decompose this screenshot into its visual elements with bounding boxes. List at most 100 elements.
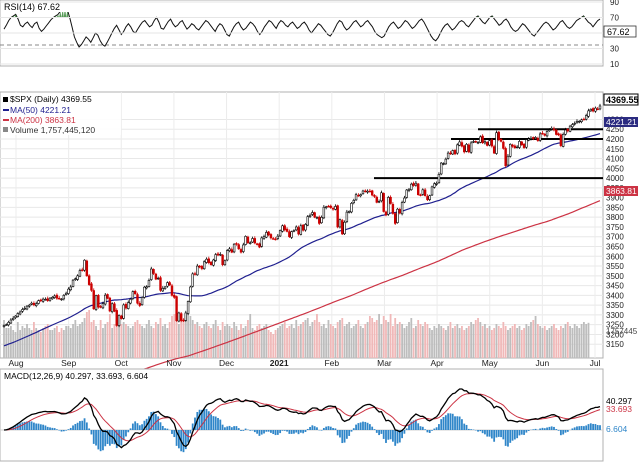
candle-body: [354, 194, 358, 201]
macd-hist-bar: [484, 430, 486, 435]
rsi-tick-label: 30: [610, 45, 619, 54]
volume-bar: [297, 326, 300, 358]
candle-body: [488, 140, 491, 146]
volume-bar: [302, 322, 305, 358]
macd-hist-bar: [297, 430, 300, 435]
rsi-levels: 9070503010: [0, 0, 619, 69]
candle-body: [373, 195, 376, 197]
volume-bar: [539, 326, 542, 358]
macd-hist-bar: [500, 430, 502, 438]
volume-bar: [3, 320, 5, 358]
candle-body: [131, 291, 135, 299]
candle-body: [184, 312, 187, 321]
volume-bar: [449, 322, 452, 358]
candle-body: [193, 273, 197, 275]
volume-bar: [587, 322, 590, 358]
candle-body: [423, 189, 427, 196]
candle-body: [147, 280, 151, 287]
price-panel: $SPX (Daily) 4369.55 MA(50) 4221.21 MA(2…: [0, 91, 639, 417]
candle-body: [440, 162, 443, 175]
volume-bar: [226, 324, 229, 358]
macd-hist-bar: [256, 430, 259, 434]
macd-hist-bar: [83, 418, 86, 430]
macd-hist-bar: [161, 425, 164, 430]
volume-bar: [486, 328, 489, 358]
macd-hist-bar: [463, 423, 466, 430]
time-label: Nov: [166, 358, 182, 368]
candle-body: [377, 201, 381, 203]
macd-hist-bar: [504, 430, 507, 446]
volume-bar: [46, 324, 49, 358]
macd-hist-bar: [265, 430, 268, 432]
candle-body: [81, 269, 84, 271]
candle-body: [152, 269, 155, 274]
candle-body: [74, 278, 77, 280]
macd-hist-bar: [461, 419, 463, 430]
macd-hist-bar: [424, 429, 427, 430]
volume-bar: [410, 318, 413, 358]
candle-body: [561, 134, 565, 147]
macd-hist-bar: [525, 430, 528, 433]
time-label: Jun: [536, 358, 550, 368]
candle-body: [175, 296, 178, 322]
time-label: Feb: [324, 358, 339, 368]
candle-body: [532, 137, 535, 139]
volume-bar: [569, 326, 571, 358]
candle-body: [288, 231, 291, 238]
candle-body: [580, 119, 583, 122]
macd-hist-bar: [191, 423, 194, 430]
volume-bar: [536, 324, 539, 358]
candle-body: [94, 295, 98, 310]
volume-bar: [260, 328, 263, 358]
ma200-value-box: [604, 186, 638, 196]
macd-hist-bar: [456, 416, 459, 430]
volume-bar: [313, 320, 316, 358]
volume-bar: [578, 328, 581, 358]
macd-hist-bar: [599, 425, 601, 430]
macd-hist-bar: [479, 430, 482, 432]
candle-body: [306, 216, 309, 226]
candle-body: [110, 303, 114, 313]
macd-hist-bar: [76, 422, 79, 430]
volume-bar: [465, 328, 468, 358]
candle-body: [78, 270, 82, 277]
candle-body: [39, 299, 43, 302]
candle-body: [140, 297, 144, 306]
price-tick-label: 3400: [606, 291, 624, 300]
macd-hist-bar: [198, 409, 201, 430]
candle-body: [327, 205, 330, 208]
time-label: Jul: [590, 358, 601, 368]
macd-hist-bar: [327, 426, 330, 430]
volume-bar: [263, 326, 265, 358]
volume-bar: [525, 324, 528, 358]
volume-bar: [198, 326, 201, 358]
candle-body: [115, 310, 118, 326]
candle-body: [414, 182, 418, 186]
candle-body: [186, 301, 190, 314]
candle-body: [67, 288, 70, 294]
volume-bar: [527, 326, 530, 358]
legend-ma50: MA(50) 4221.21: [10, 105, 71, 115]
macd-hist-bar: [539, 428, 542, 430]
macd-hist-bar: [226, 426, 229, 430]
candle-body: [564, 129, 567, 135]
price-tick-label: 3550: [606, 262, 624, 271]
volume-bar: [396, 324, 399, 358]
volume-bar: [143, 328, 146, 358]
candle-body: [584, 115, 588, 120]
macd-hist-bar: [30, 421, 33, 430]
volume-bar: [53, 328, 56, 358]
candle-body: [587, 110, 590, 117]
macd-hist-bar: [428, 430, 431, 433]
macd-hist-bar: [39, 424, 42, 430]
volume-bar: [240, 324, 242, 358]
macd-hist-bar: [373, 429, 376, 430]
candle-body: [299, 225, 303, 235]
volume-bar: [180, 314, 183, 358]
volume-bar: [394, 318, 397, 358]
candle-body: [18, 311, 22, 315]
macd-hist-bar: [235, 426, 238, 430]
candle-body: [589, 108, 592, 112]
candle-body: [582, 118, 586, 121]
